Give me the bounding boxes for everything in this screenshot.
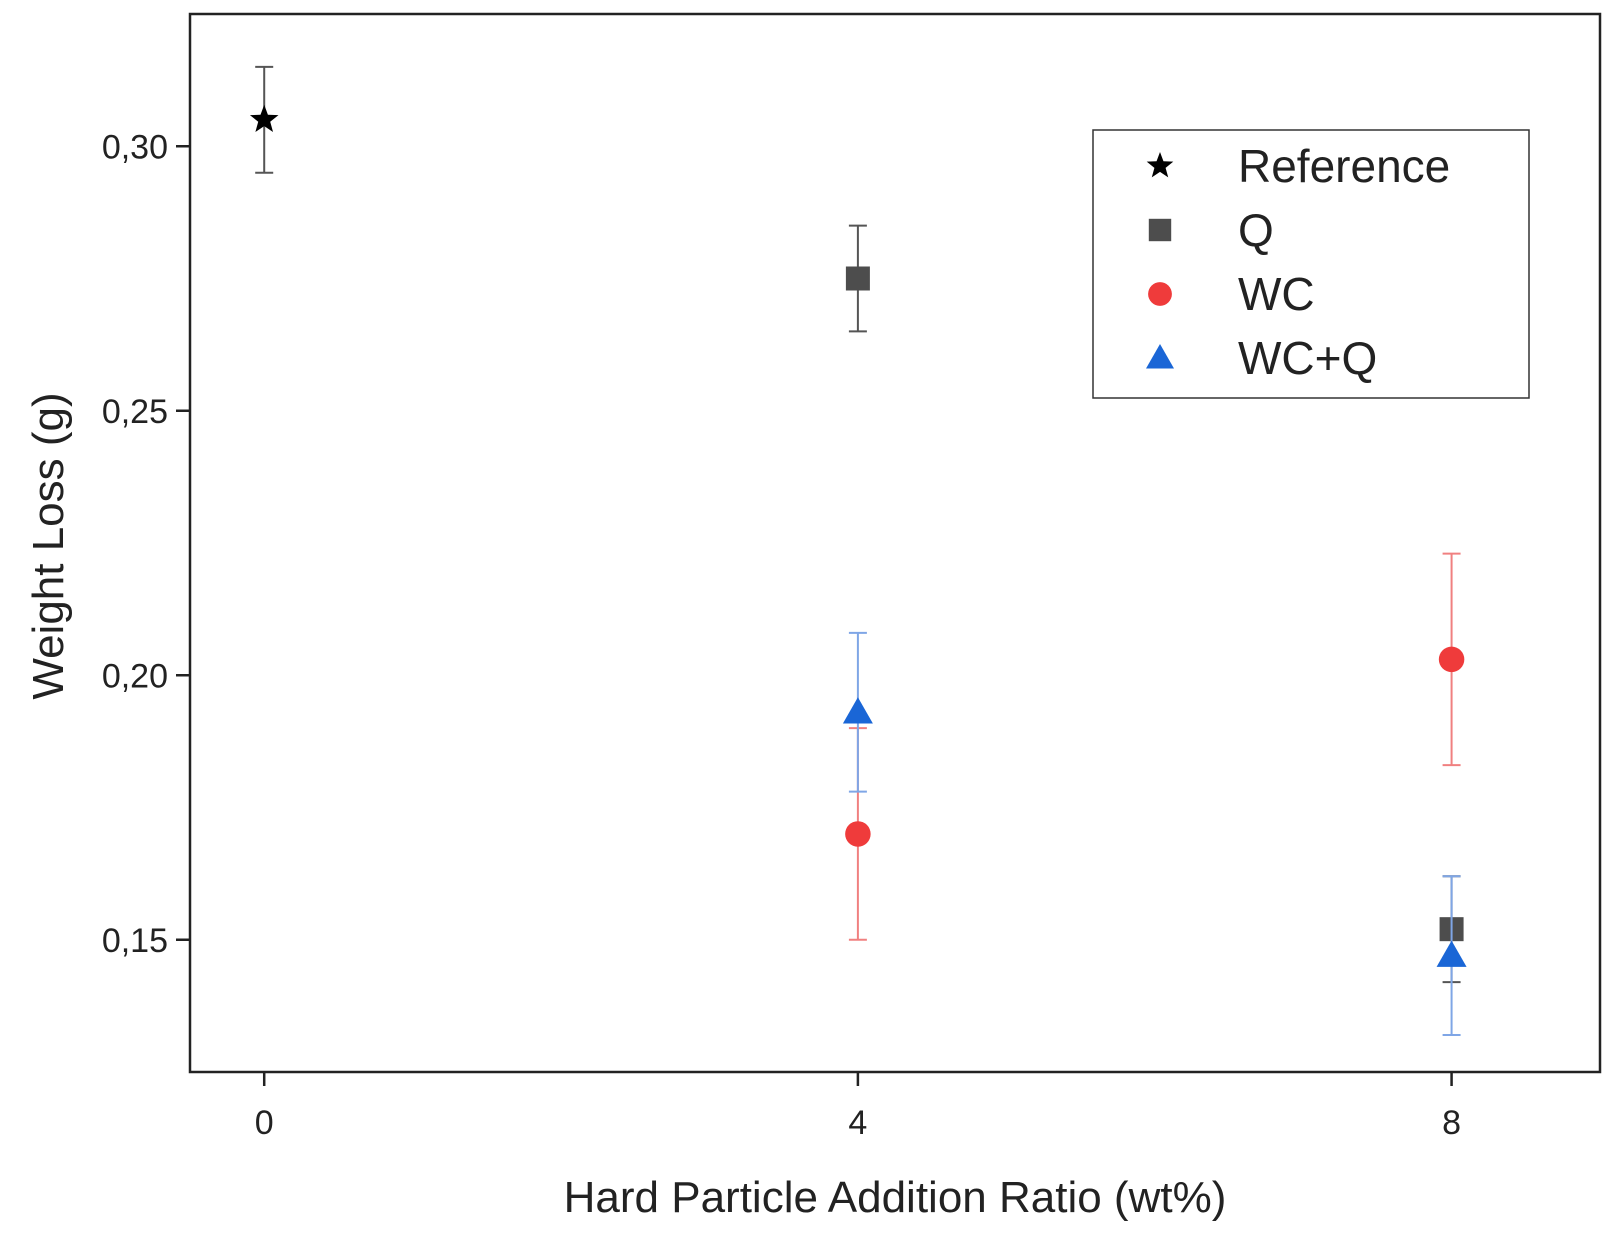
legend-label: WC+Q xyxy=(1238,332,1377,384)
data-point-wc xyxy=(845,821,871,847)
y-tick-label: 0,15 xyxy=(102,922,168,960)
y-tick-label: 0,30 xyxy=(102,128,168,166)
y-axis: 0,15 0,20 0,25 0,30 xyxy=(102,128,190,960)
x-axis: 0 4 8 xyxy=(255,1072,1461,1142)
data-point-wc xyxy=(1438,646,1465,673)
legend-items: Reference Q WC WC+Q xyxy=(1146,140,1450,384)
legend-label: Reference xyxy=(1238,140,1450,192)
legend-marker xyxy=(1148,282,1172,306)
legend-label: WC xyxy=(1238,268,1315,320)
data-point-wc-q xyxy=(1436,940,1467,967)
legend: Reference Q WC WC+Q xyxy=(1092,129,1530,399)
y-tick-label: 0,25 xyxy=(102,393,168,431)
legend-label: Q xyxy=(1238,204,1274,256)
legend-marker xyxy=(1146,152,1174,178)
x-tick-label: 4 xyxy=(848,1104,867,1142)
y-axis-title: Weight Loss (g) xyxy=(24,392,73,699)
data-point-q xyxy=(845,266,870,291)
data-point-wc-q xyxy=(842,697,873,724)
data-point-reference xyxy=(249,104,279,132)
plot-frame xyxy=(188,12,1602,1074)
x-axis-title: Hard Particle Addition Ratio (wt%) xyxy=(564,1173,1227,1222)
x-tick-label: 8 xyxy=(1442,1104,1461,1142)
legend-marker xyxy=(1148,218,1172,242)
x-tick-label: 0 xyxy=(255,1104,274,1142)
legend-marker xyxy=(1146,344,1174,369)
plot-area xyxy=(249,65,1467,1036)
y-tick-label: 0,20 xyxy=(102,657,168,695)
